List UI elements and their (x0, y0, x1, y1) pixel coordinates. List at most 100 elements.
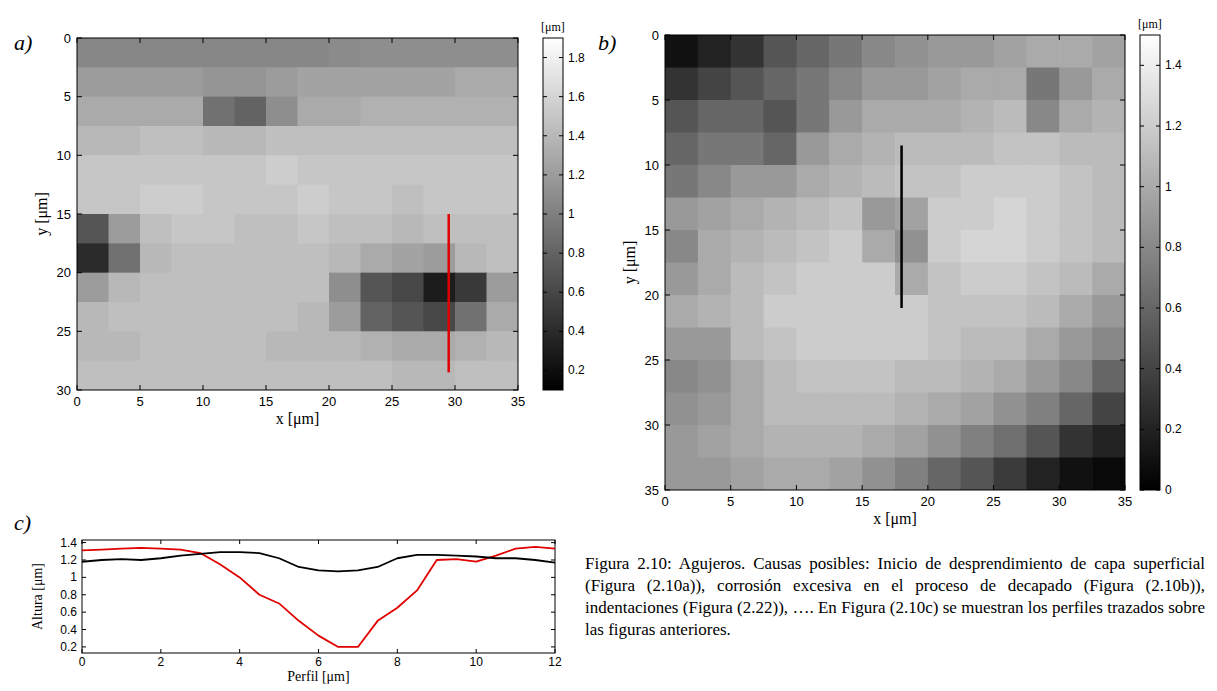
cell (1026, 425, 1059, 458)
cell (829, 263, 862, 296)
cell (172, 38, 204, 68)
cell (994, 198, 1027, 231)
cell (698, 393, 731, 426)
cell (862, 133, 895, 166)
cell (77, 273, 109, 303)
cell (329, 67, 361, 97)
cell (392, 302, 424, 332)
tick (77, 385, 78, 390)
cell (392, 155, 424, 185)
tick (239, 649, 240, 653)
cell (1059, 198, 1092, 231)
cell (361, 243, 393, 273)
cell (424, 97, 456, 127)
tick-label: 25 (385, 394, 399, 409)
cell (665, 100, 698, 133)
tick (77, 272, 82, 273)
cell (172, 273, 204, 303)
cell (392, 38, 424, 68)
tick (455, 38, 456, 43)
tick (513, 272, 518, 273)
tick-label: 0.2 (1165, 422, 1182, 436)
cell (829, 328, 862, 361)
cell (77, 302, 109, 332)
tick (392, 385, 393, 390)
cell (235, 126, 267, 156)
cell (928, 35, 961, 68)
tick (1140, 429, 1144, 430)
cell (235, 185, 267, 215)
cell (77, 361, 109, 390)
tick (77, 155, 82, 156)
cell (665, 35, 698, 68)
cell (665, 263, 698, 296)
cell (698, 68, 731, 101)
tick-label: 8 (394, 655, 401, 669)
tick (665, 485, 666, 490)
cell (424, 155, 456, 185)
cell (994, 425, 1027, 458)
profile-line (447, 214, 450, 372)
tick-label: 15 (259, 394, 273, 409)
cell (731, 328, 764, 361)
cell (928, 133, 961, 166)
cell (862, 295, 895, 328)
panel-1: 0510152025303505101520253035x [μm]y [μm]… (598, 17, 1182, 528)
cell (994, 263, 1027, 296)
cell (994, 100, 1027, 133)
cell (298, 67, 330, 97)
cell (361, 97, 393, 127)
cell (361, 302, 393, 332)
tick (1125, 485, 1126, 490)
tick-label: 15 (855, 494, 869, 509)
cell (203, 214, 235, 244)
tick (665, 165, 670, 166)
cell (455, 67, 487, 97)
tick-label: 0.6 (60, 605, 77, 619)
cell (895, 263, 928, 296)
tick-label: 6 (315, 655, 322, 669)
tick (82, 542, 86, 543)
cell (361, 331, 393, 361)
tick (203, 385, 204, 390)
cell (361, 214, 393, 244)
axis-title: y [μm] (33, 192, 51, 236)
tick (329, 38, 330, 43)
cell (424, 331, 456, 361)
tick-label: 4 (236, 655, 243, 669)
cell (1092, 198, 1125, 231)
cell (1059, 328, 1092, 361)
cell (266, 155, 298, 185)
cell (235, 243, 267, 273)
cell (928, 295, 961, 328)
tick-label: 1.4 (1165, 58, 1182, 72)
cell (928, 230, 961, 263)
cell (764, 393, 797, 426)
tick (140, 38, 141, 43)
cell (1026, 165, 1059, 198)
cell (895, 35, 928, 68)
cell (77, 155, 109, 185)
cell (764, 165, 797, 198)
tick-label: 20 (921, 494, 935, 509)
tick (551, 612, 555, 613)
cell (140, 97, 172, 127)
cell (203, 155, 235, 185)
tick (318, 540, 319, 544)
tick (476, 540, 477, 544)
tick (559, 292, 563, 293)
axis-title: Altura [μm] (30, 563, 45, 630)
tick (543, 253, 547, 254)
cell (698, 263, 731, 296)
cell (298, 273, 330, 303)
cell (109, 185, 141, 215)
cell (172, 331, 204, 361)
cell (298, 361, 330, 390)
cell (1092, 393, 1125, 426)
cell (203, 97, 235, 127)
cell (266, 126, 298, 156)
cell (1059, 295, 1092, 328)
tick-label: 35 (645, 483, 659, 498)
tick (559, 174, 563, 175)
tick-label: 35 (1118, 494, 1132, 509)
